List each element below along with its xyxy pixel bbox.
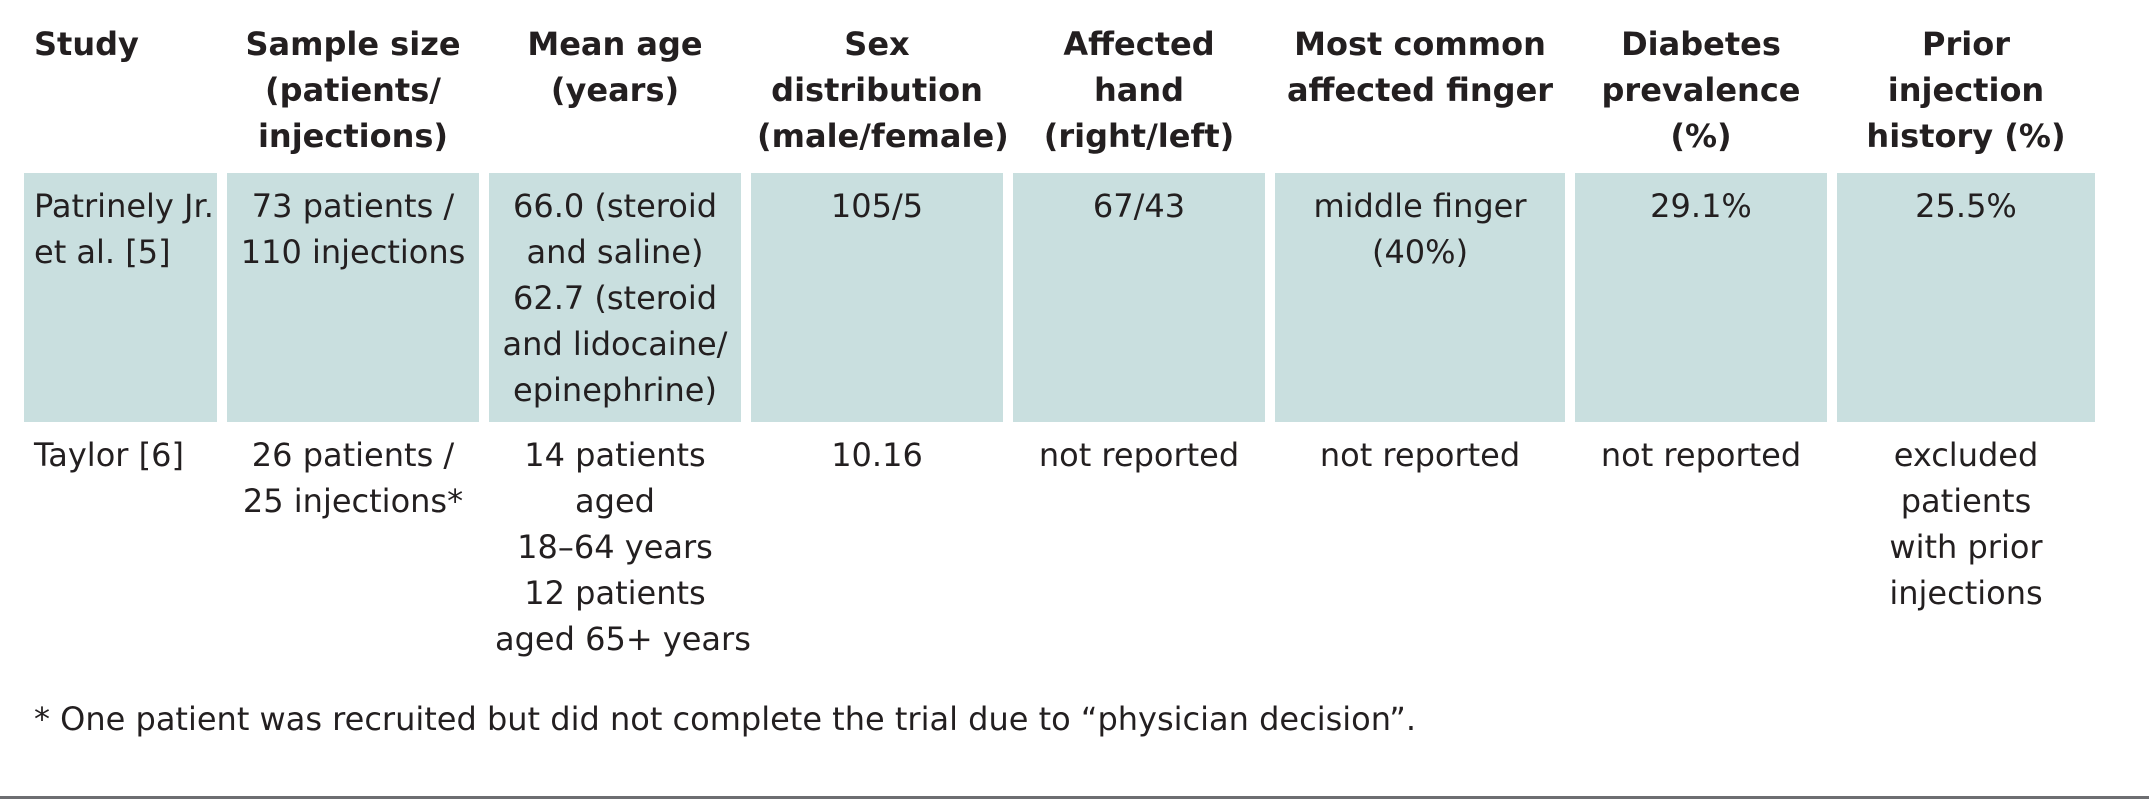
cell-diabetes-prevalence: 29.1% — [1575, 173, 1827, 422]
cell-affected-hand: 67/43 — [1013, 173, 1265, 422]
cell-diabetes-prevalence: not reported — [1600, 436, 1802, 474]
cell-sample-size: 73 patients / 110 injections — [227, 173, 479, 422]
cell-affected-finger: middle finger (40%) — [1275, 173, 1565, 422]
bottom-divider — [0, 796, 2149, 799]
cell-affected-finger: not reported — [1319, 436, 1521, 474]
header-mean-age: Mean age (years) — [527, 25, 703, 109]
table-header-row: Study Sample size (patients/ injections)… — [24, 18, 2125, 163]
cell-prior-injection-history: 25.5% — [1837, 173, 2095, 422]
header-sample-size: Sample size (patients/ injections) — [245, 25, 461, 155]
cell-affected-hand: not reported — [1038, 436, 1240, 474]
table-row: Patrinely Jr. et al. [5] 73 patients / 1… — [24, 173, 2125, 422]
cell-mean-age: 66.0 (steroid and saline) 62.7 (steroid … — [489, 173, 741, 422]
header-affected-hand: Affected hand (right/left) — [1043, 25, 1235, 155]
cell-sex-distribution: 105/5 — [751, 173, 1003, 422]
cell-study: Patrinely Jr. et al. [5] — [24, 173, 217, 422]
cell-mean-age: 14 patients aged 18–64 years 12 patients… — [495, 436, 751, 658]
header-sex-distribution: Sex distribution (male/female) — [757, 25, 1009, 155]
table-footnote: * One patient was recruited but did not … — [34, 700, 1416, 738]
cell-prior-injection-history: excluded patients with prior injections — [1889, 436, 2043, 612]
data-table: Study Sample size (patients/ injections)… — [24, 18, 2125, 662]
header-prior-injection-history: Prior injection history (%) — [1866, 25, 2066, 155]
header-study: Study — [34, 25, 139, 63]
cell-study: Taylor [6] — [34, 436, 184, 474]
header-diabetes-prevalence: Diabetes prevalence (%) — [1601, 25, 1801, 155]
table-row: Taylor [6] 26 patients / 25 injections* … — [24, 422, 2125, 662]
cell-sample-size: 26 patients / 25 injections* — [242, 436, 464, 520]
cell-sex-distribution: 10.16 — [831, 436, 923, 474]
header-affected-finger: Most common affected finger — [1286, 25, 1554, 109]
